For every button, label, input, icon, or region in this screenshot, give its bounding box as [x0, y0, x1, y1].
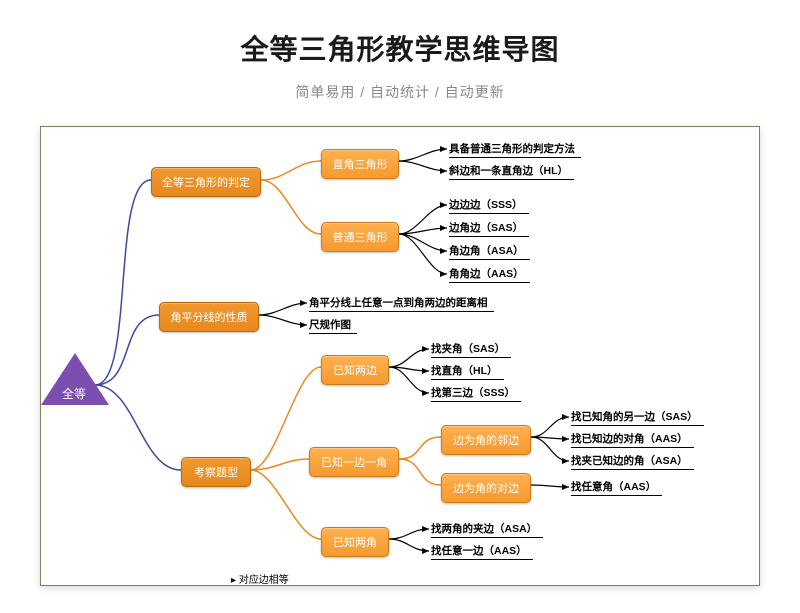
root-label: 全等	[62, 385, 86, 402]
sub-s4: 已知两边	[321, 355, 389, 385]
leaf-11: 找已知角的另一边（SAS）	[571, 409, 704, 426]
leaf-15: 找两角的夹边（ASA）	[431, 521, 543, 538]
cutoff-fragment: ▸ 对应边相等	[231, 571, 295, 586]
leaf-0: 具备普通三角形的判定方法	[449, 141, 581, 158]
branch-b2: 角平分线的性质	[159, 302, 259, 332]
sub-s5: 已知一边一角	[309, 447, 399, 477]
leaf-7: 尺规作图	[309, 317, 357, 334]
leaf-6: 角平分线上任意一点到角两边的距离相	[309, 295, 494, 312]
page-subtitle: 简单易用 / 自动统计 / 自动更新	[0, 82, 800, 102]
leaf-8: 找夹角（SAS）	[431, 341, 511, 358]
mindmap-canvas: 全等 全等三角形的判定角平分线的性质考察题型 直角三角形普通三角形已知两边已知一边一…	[40, 126, 760, 586]
leaf-16: 找任意一边（AAS）	[431, 543, 533, 560]
leaf-10: 找第三边（SSS）	[431, 385, 521, 402]
sub-s8: 边为角的对边	[441, 473, 531, 503]
branch-b3: 考察题型	[181, 457, 251, 487]
connector-layer	[41, 127, 760, 586]
leaf-1: 斜边和一条直角边（HL）	[449, 163, 574, 180]
leaf-9: 找直角（HL）	[431, 363, 504, 380]
page-title: 全等三角形教学思维导图	[0, 28, 800, 68]
sub-s1: 直角三角形	[321, 149, 399, 179]
leaf-13: 找夹已知边的角（ASA）	[571, 453, 694, 470]
branch-b1: 全等三角形的判定	[151, 167, 261, 197]
sub-s6: 已知两角	[321, 527, 389, 557]
sub-s7: 边为角的邻边	[441, 425, 531, 455]
leaf-3: 边角边（SAS）	[449, 220, 529, 237]
sub-s2: 普通三角形	[321, 222, 399, 252]
leaf-2: 边边边（SSS）	[449, 197, 529, 214]
leaf-12: 找已知边的对角（AAS）	[571, 431, 694, 448]
leaf-4: 角边角（ASA）	[449, 243, 530, 260]
leaf-5: 角角边（AAS）	[449, 266, 530, 283]
leaf-14: 找任意角（AAS）	[571, 479, 662, 496]
